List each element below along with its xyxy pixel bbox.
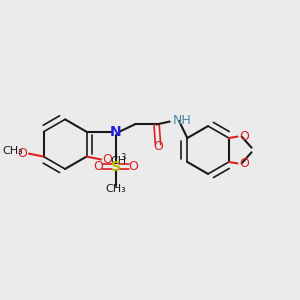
Text: CH₃: CH₃ [105,184,126,194]
Text: CH: CH [111,156,127,166]
Text: 3: 3 [120,153,125,162]
Text: O: O [239,130,249,143]
Text: O: O [239,157,249,170]
Text: CH₃: CH₃ [2,146,23,156]
Text: O: O [153,140,163,153]
Text: NH: NH [172,114,191,127]
Text: O: O [128,160,138,173]
Text: N: N [110,125,122,139]
Text: S: S [111,160,121,174]
Text: O: O [93,160,103,173]
Text: O: O [18,147,28,160]
Text: O: O [103,153,112,166]
